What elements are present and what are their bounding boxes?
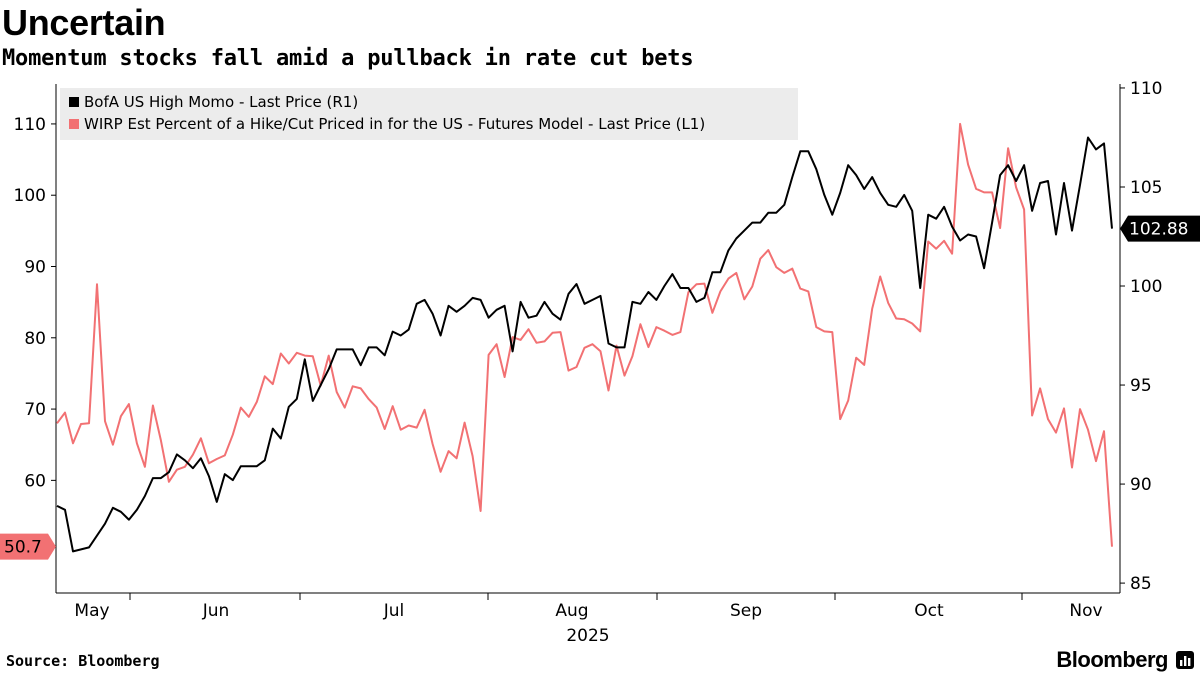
last-value-labels: 102.88 50.7 <box>0 215 1200 560</box>
chart-subtitle: Momentum stocks fall amid a pullback in … <box>2 46 694 71</box>
left-tick-label: 90 <box>24 257 46 277</box>
series-lines <box>56 122 1113 553</box>
legend-swatch <box>69 97 79 107</box>
left-tick-label: 80 <box>24 329 46 349</box>
month-label: Aug <box>555 601 588 621</box>
month-label: May <box>74 601 109 621</box>
momo-last-value: 102.88 <box>1129 220 1188 240</box>
right-tick-label: 95 <box>1130 376 1152 396</box>
left-tick-label: 70 <box>24 400 46 420</box>
legend-swatch <box>69 119 79 129</box>
legend: BofA US High Momo - Last Price (R1) WIRP … <box>60 88 798 140</box>
month-label: Sep <box>730 601 762 621</box>
source-note: Source: Bloomberg <box>6 652 160 670</box>
year-label: 2025 <box>566 626 609 646</box>
bar-chart-icon <box>1176 651 1194 669</box>
momo-series-line <box>56 136 1113 553</box>
right-tick-label: 85 <box>1130 574 1152 594</box>
legend-background <box>60 88 798 140</box>
left-tick-label: 110 <box>14 115 46 135</box>
right-tick-label: 90 <box>1130 475 1152 495</box>
legend-entry: BofA US High Momo - Last Price (R1) <box>84 93 358 111</box>
bloomberg-logo: Bloomberg <box>1056 647 1168 672</box>
right-tick-label: 105 <box>1130 178 1162 198</box>
left-tick-label: 100 <box>14 186 46 206</box>
legend-entry: WIRP Est Percent of a Hike/Cut Priced in… <box>84 115 705 133</box>
right-tick-label: 100 <box>1130 277 1162 297</box>
month-label: Jul <box>383 601 405 621</box>
axes: 60 70 80 90 100 110 85 90 95 100 105 110 May Jun Jul Au… <box>14 79 1163 646</box>
month-label: Oct <box>914 601 944 621</box>
momo-last-value-tag <box>1120 215 1200 242</box>
right-tick-label: 110 <box>1130 79 1162 99</box>
left-tick-label: 60 <box>24 471 46 491</box>
month-label: Nov <box>1069 601 1102 621</box>
wirp-series-line <box>56 122 1113 547</box>
wirp-last-value: 50.7 <box>4 538 42 558</box>
wirp-last-value-tag <box>0 533 56 560</box>
month-label: Jun <box>202 601 230 621</box>
chart-title: Uncertain <box>2 2 166 43</box>
